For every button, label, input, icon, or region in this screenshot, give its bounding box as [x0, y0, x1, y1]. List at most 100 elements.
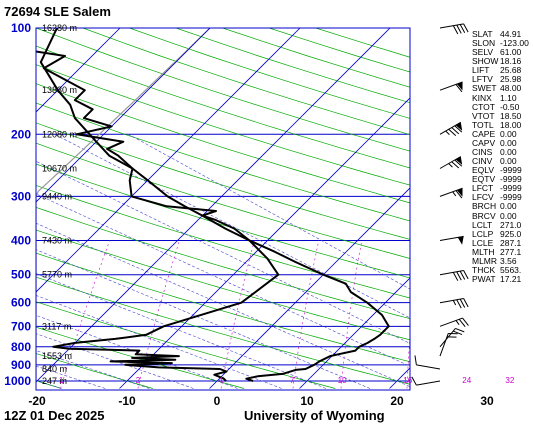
index-key: LCLE	[472, 237, 494, 248]
index-value: 0.00	[500, 137, 517, 148]
isotherm	[36, 28, 301, 293]
height-label: 247 m	[42, 376, 67, 386]
wind-barb	[439, 121, 463, 136]
index-key: SLAT	[472, 29, 493, 39]
dry-adiabat	[36, 142, 410, 259]
index-key: LFTV	[472, 74, 493, 85]
mixing-ratio-line	[137, 240, 180, 389]
height-label: 13830 m	[42, 85, 77, 95]
y-tick-label: 500	[11, 268, 31, 282]
wind-barb	[439, 327, 465, 348]
dry-adiabat	[36, 83, 410, 204]
index-row-lift: LIFT 25.68	[472, 66, 529, 75]
height-label: 840 m	[42, 364, 67, 374]
index-row-lftv: LFTV 25.98	[472, 75, 529, 84]
reference-curve	[36, 28, 211, 381]
height-label: 7430 m	[42, 236, 72, 246]
index-key: LCLP	[472, 228, 494, 239]
y-tick-label: 200	[11, 127, 31, 141]
index-key: LFCT	[472, 183, 494, 194]
wind-barb	[439, 298, 469, 309]
index-value: 25.68	[500, 65, 522, 76]
index-key: CTOT	[472, 101, 495, 112]
dry-adiabat	[36, 122, 410, 240]
isotherm	[36, 28, 121, 113]
mixing-ratio-label: 10	[338, 376, 347, 385]
index-key: LIFT	[472, 65, 490, 76]
index-value: 0.00	[500, 201, 517, 212]
index-row-cape: CAPE 0.00	[472, 129, 529, 139]
x-tick-label: -10	[118, 394, 136, 408]
mixing-ratio-label: 4	[219, 376, 224, 385]
wind-barb	[439, 156, 463, 169]
dry-adiabat	[36, 326, 245, 389]
height-label: 10670 m	[42, 163, 77, 173]
index-key: MLTH	[472, 246, 495, 257]
index-row-totl: TOTL 18.00	[472, 120, 529, 130]
y-tick-label: 600	[11, 296, 31, 310]
isotherm	[119, 97, 410, 389]
index-row-mlth: MLTH 277.1	[472, 246, 529, 257]
index-key: VTOT	[472, 110, 495, 121]
index-row-eqtv: EQTV -9999	[472, 175, 529, 184]
index-value: 25.98	[500, 74, 522, 85]
moist-adiabat	[36, 193, 410, 367]
y-tick-label: 300	[11, 189, 31, 203]
index-row-brch: BRCH 0.00	[472, 202, 529, 211]
mixing-ratio-line	[60, 240, 110, 389]
index-key: CAPV	[472, 137, 496, 148]
mixing-ratio-label: 2	[136, 376, 141, 385]
index-row-brcv: BRCV 0.00	[472, 210, 529, 221]
plot-frame	[35, 27, 411, 391]
index-value: 17.21	[500, 274, 522, 285]
isotherm	[36, 28, 211, 203]
index-key: SWET	[472, 83, 497, 94]
index-row-pwat: PWAT 17.21	[472, 275, 529, 284]
series-line-1	[39, 28, 390, 382]
index-value: 0.00	[500, 210, 517, 221]
index-row-ctot: CTOT -0.50	[472, 101, 529, 112]
mixing-ratio-line	[406, 332, 410, 389]
x-tick-label: 10	[300, 394, 314, 408]
isotherm	[209, 187, 410, 389]
height-label: 3117 m	[42, 321, 71, 331]
index-value: 44.91	[500, 29, 522, 39]
dry-adiabat	[36, 301, 336, 389]
mixing-ratio-label: 1	[59, 376, 64, 385]
index-value: 277.1	[500, 246, 522, 257]
dry-adiabat	[36, 102, 410, 222]
index-value: -123.00	[500, 38, 529, 49]
index-value: 61.00	[500, 47, 522, 58]
dry-adiabat	[36, 45, 410, 169]
dry-adiabat	[36, 252, 410, 363]
index-row-selv: SELV 61.00	[472, 48, 529, 57]
index-row-kinx: KINX 1.10	[472, 93, 529, 103]
x-tick-label: 30	[480, 394, 494, 408]
index-key: BRCH	[472, 201, 497, 212]
index-row-lfct: LFCT -9999	[472, 184, 529, 193]
dry-adiabat	[36, 207, 410, 320]
moist-adiabat	[36, 315, 238, 389]
y-tick-label: 700	[11, 319, 31, 333]
index-key: SELV	[472, 47, 494, 58]
index-key: LFCV	[472, 192, 494, 203]
y-tick-label: 1000	[4, 374, 31, 388]
index-value: 271.0	[500, 219, 522, 230]
index-key: MLMR	[472, 255, 498, 266]
height-label: 12080 m	[42, 129, 77, 139]
moist-adiabat	[36, 273, 327, 389]
mixing-ratio-label: 7	[290, 376, 295, 385]
y-tick-label: 400	[11, 234, 31, 248]
series-line-2	[36, 50, 280, 382]
index-key: SLON	[472, 38, 496, 49]
x-tick-label: -20	[28, 394, 46, 408]
wind-barb	[411, 376, 441, 386]
index-key: CINV	[472, 156, 493, 167]
index-row-cins: CINS 0.00	[472, 148, 529, 157]
index-value: 48.00	[500, 83, 522, 94]
index-value: 5563.	[500, 265, 522, 276]
dry-adiabat	[36, 276, 410, 385]
moist-adiabat	[128, 134, 410, 290]
index-key: THCK	[472, 265, 496, 276]
